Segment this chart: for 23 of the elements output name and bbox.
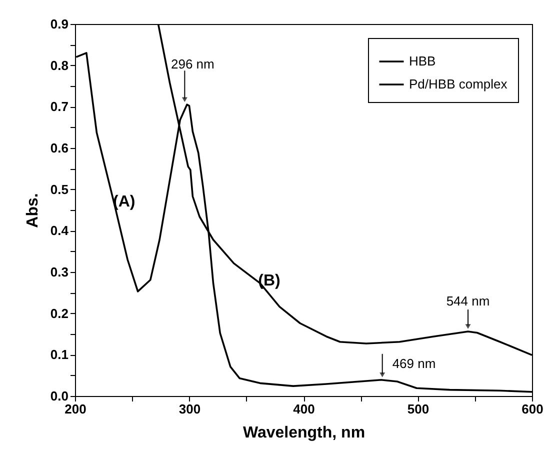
- y-tick-label: 0.4: [50, 223, 70, 238]
- y-tick-label: 0.2: [50, 306, 68, 321]
- y-tick-label: 0.7: [50, 99, 68, 114]
- annotation: (B): [258, 272, 280, 290]
- x-tick-label: 200: [64, 402, 86, 416]
- legend-label: Pd/HBB complex: [409, 76, 508, 92]
- y-tick-label: 0.3: [50, 264, 68, 280]
- annotation: 544 nm: [446, 294, 490, 309]
- y-tick-label: 0.5: [50, 182, 68, 197]
- x-tick-label: 300: [178, 402, 201, 416]
- legend-label: HBB: [409, 54, 436, 68]
- y-tick-label: 0.9: [50, 16, 68, 32]
- y-axis-title: Abs.: [24, 193, 42, 228]
- x-tick-label: 400: [293, 402, 315, 416]
- y-tick-label: 0.8: [50, 58, 68, 73]
- x-axis-title: Wavelength, nm: [242, 424, 366, 442]
- y-tick-label: 0.6: [50, 140, 68, 156]
- y-tick-label: 0.0: [50, 388, 68, 404]
- x-tick-label: 600: [522, 402, 544, 416]
- x-tick-label: 500: [407, 402, 430, 416]
- annotation: 296 nm: [170, 56, 214, 72]
- y-tick-label: 0.1: [50, 347, 68, 362]
- annotation: 469 nm: [392, 356, 436, 371]
